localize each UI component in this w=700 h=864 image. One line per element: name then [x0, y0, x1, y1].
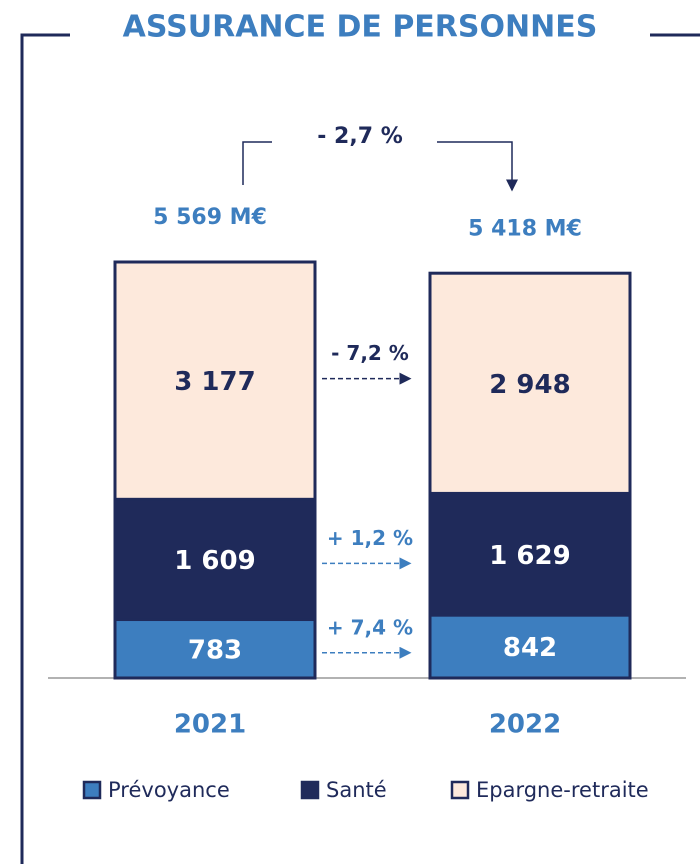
legend-label: Epargne-retraite	[476, 778, 649, 802]
x-tick-label: 2022	[489, 710, 561, 740]
value-label: 3 177	[174, 367, 255, 397]
legend-swatch	[82, 780, 102, 800]
total-label: 5 569 M€	[153, 205, 267, 230]
bar-segment	[113, 618, 317, 680]
total-label: 5 418 M€	[468, 216, 582, 241]
bar-segment	[428, 613, 632, 680]
chart-title: ASSURANCE DE PERSONNES	[123, 10, 598, 45]
change-label: + 1,2 %	[327, 526, 413, 550]
bar-segment	[428, 491, 632, 617]
bar-segment	[113, 260, 317, 501]
value-label: 1 629	[489, 541, 570, 571]
legend-label: Prévoyance	[108, 778, 230, 802]
x-tick-label: 2021	[174, 710, 246, 740]
value-label: 2 948	[489, 370, 570, 400]
total-change: - 2,7 %	[317, 124, 402, 149]
legend-swatch	[300, 780, 320, 800]
legend-label: Santé	[326, 778, 387, 802]
value-label: 783	[188, 635, 242, 665]
bar-segment	[428, 271, 632, 495]
value-label: 842	[503, 633, 557, 663]
change-label: + 7,4 %	[327, 615, 413, 639]
change-bracket	[242, 141, 272, 185]
change-bracket	[437, 141, 518, 192]
value-label: 1 609	[174, 546, 255, 576]
change-label: - 7,2 %	[331, 341, 409, 365]
frame	[20, 33, 70, 864]
legend-swatch	[450, 780, 470, 800]
